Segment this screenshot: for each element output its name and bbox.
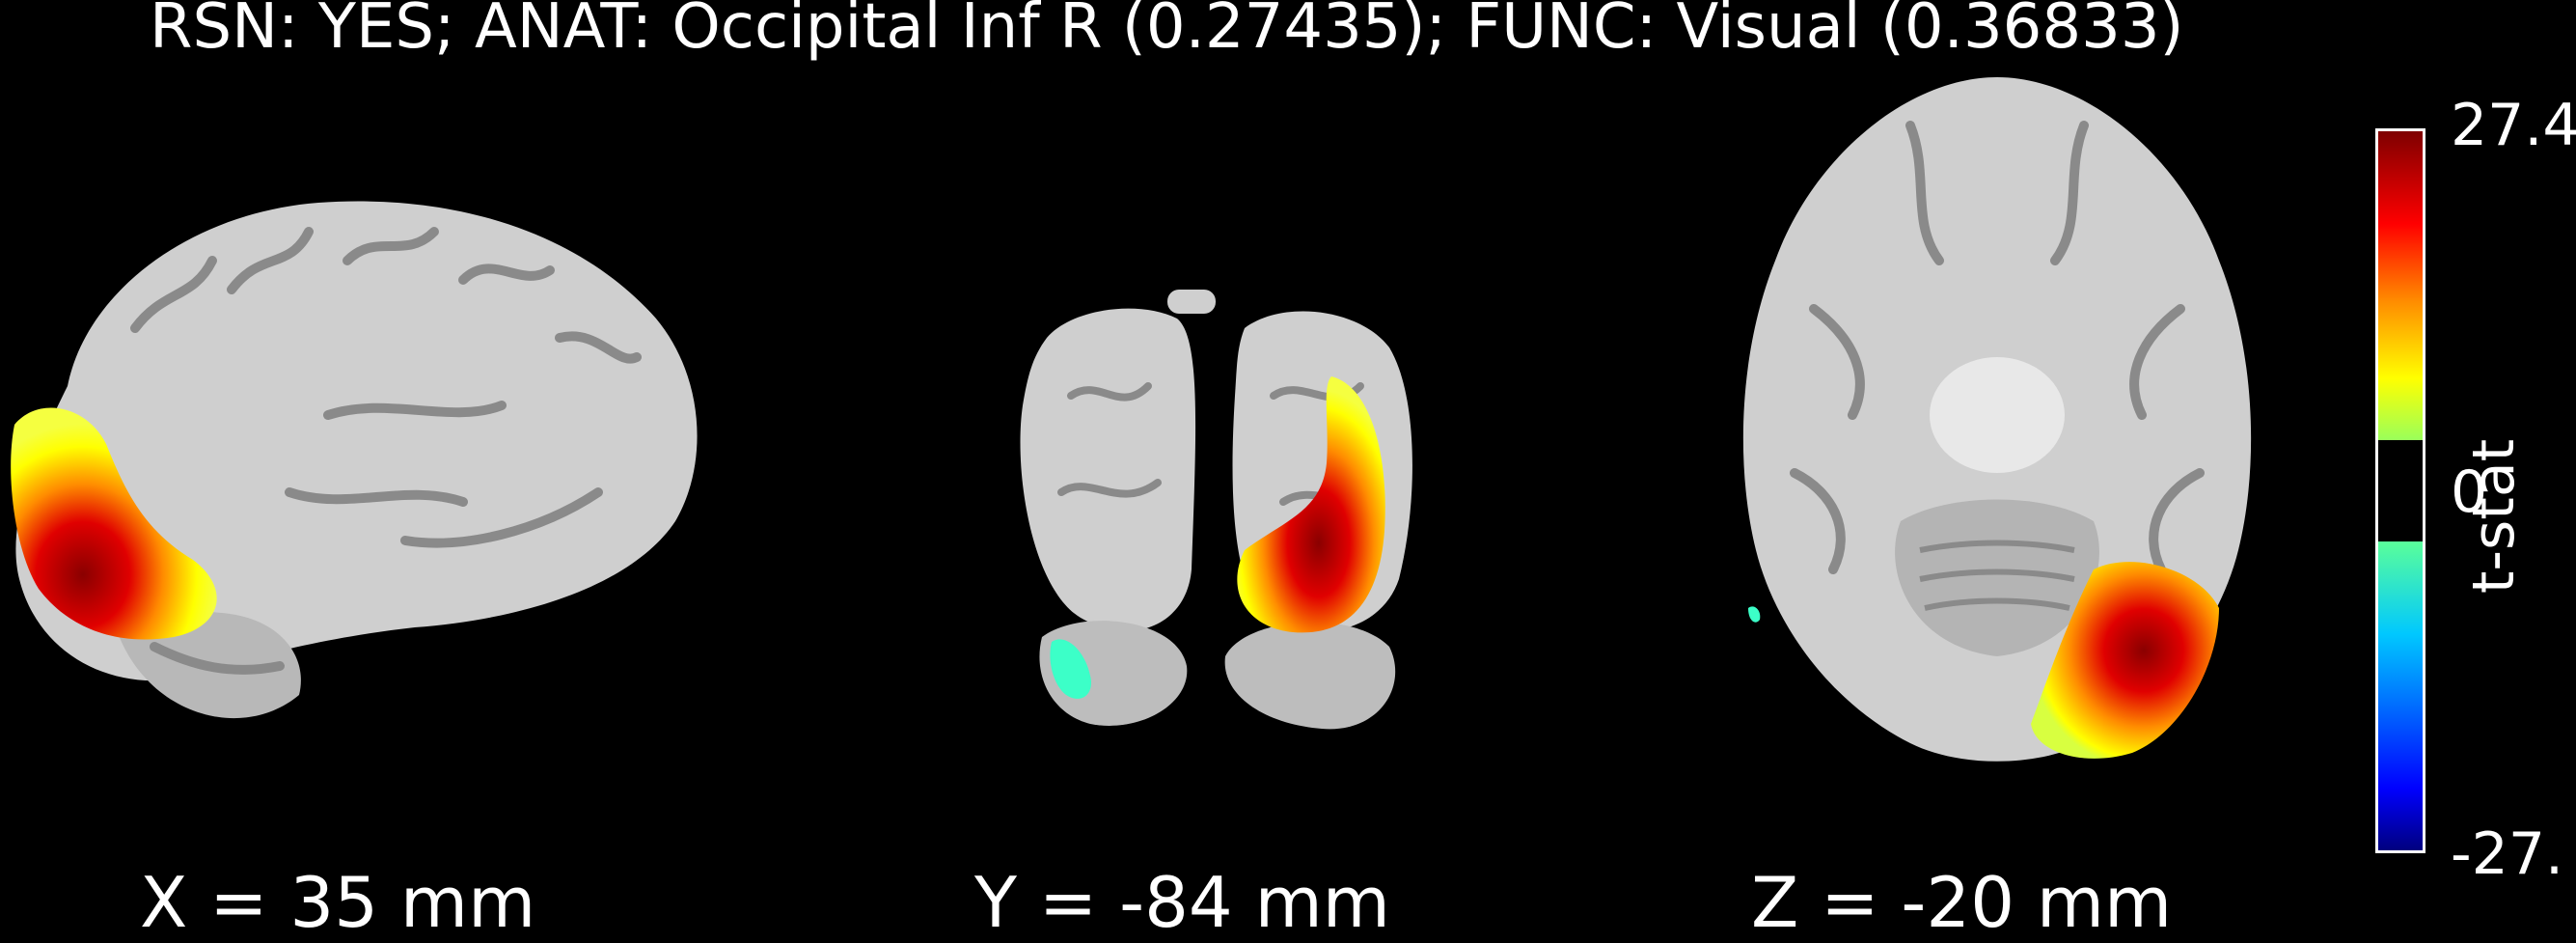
axial-brain-image [1742, 77, 2252, 762]
colorbar-label: t-stat [2460, 438, 2528, 595]
coronal-brain-image [1020, 290, 1412, 730]
colorbar-zero-tick: 0 [2451, 458, 2488, 526]
colorbar-negative-segment [2378, 541, 2423, 850]
axial-slice-panel [1679, 68, 2316, 801]
colorbar-positive-segment [2378, 131, 2423, 441]
sagittal-slice-panel [0, 174, 733, 753]
colorbar-min-tick: -27. [2451, 820, 2564, 888]
sagittal-coordinate-label: X = 35 mm [140, 862, 536, 943]
colorbar-max-tick: 27.4 [2451, 92, 2576, 159]
sagittal-brain-image [11, 201, 698, 719]
axial-coordinate-label: Z = -20 mm [1751, 862, 2173, 943]
coronal-coordinate-label: Y = -84 mm [974, 862, 1390, 943]
figure-title: RSN: YES; ANAT: Occipital Inf R (0.27435… [150, 0, 2184, 63]
colorbar [2375, 128, 2425, 853]
colorbar-zero-gap [2378, 440, 2423, 541]
coronal-slice-panel [994, 280, 1438, 734]
